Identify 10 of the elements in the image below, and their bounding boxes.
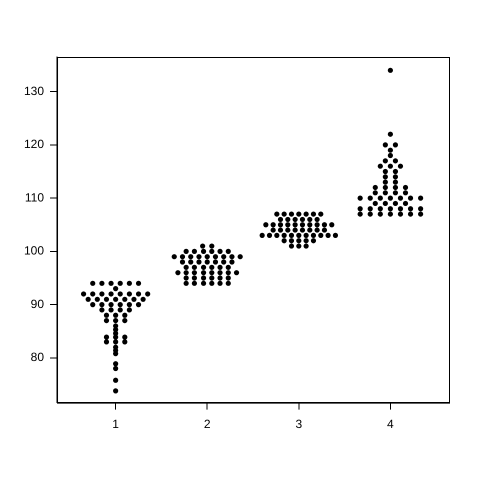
- y-tick-label: 120: [24, 137, 44, 152]
- y-tick-label: 90: [30, 296, 44, 311]
- y-tick-label: 130: [24, 84, 44, 98]
- x-tick-label: 2: [204, 417, 211, 432]
- x-tick-label: 3: [295, 417, 302, 432]
- x-tick-label: 4: [387, 417, 394, 432]
- y-tick-label: 110: [24, 190, 44, 204]
- y-tick-label: 100: [24, 244, 44, 258]
- x-tick-label: 1: [112, 417, 120, 432]
- y-tick-label: 80: [30, 350, 44, 364]
